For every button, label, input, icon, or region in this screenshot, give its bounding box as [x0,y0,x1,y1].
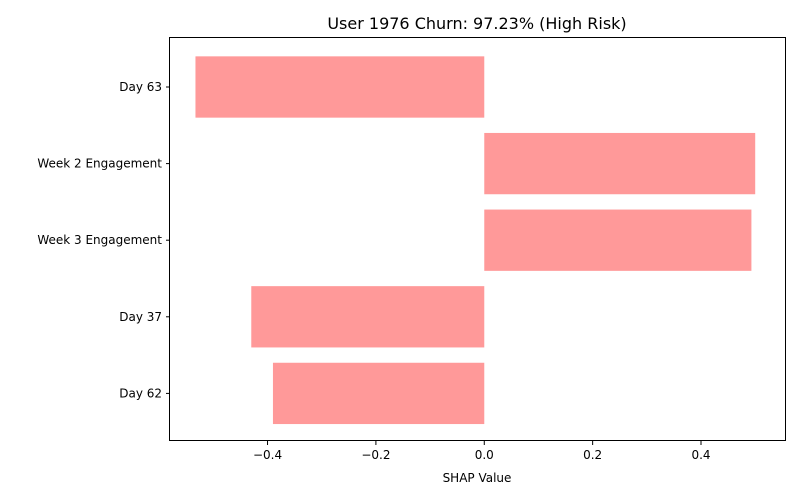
bar-day-63 [195,56,485,118]
plot-frame [169,37,786,441]
y-tick-label: Day 63 [119,80,162,94]
y-tick-label: Week 2 Engagement [37,157,162,171]
x-tick-label: 0.2 [583,448,602,462]
bar-day-37 [251,286,485,348]
y-axis: Day 63 Week 2 Engagement Week 3 Engagement… [37,80,170,400]
y-tick-label: Day 62 [119,386,162,400]
y-tick-label: Week 3 Engagement [37,233,162,247]
x-tick-label: −0.2 [361,448,390,462]
bar-day-62 [272,362,485,425]
chart-title: User 1976 Churn: 97.23% (High Risk) [327,14,626,33]
bar-week-3-engagement [484,209,752,271]
x-tick-label: −0.4 [253,448,282,462]
x-tick-label: 0.4 [691,448,710,462]
bars-layer [195,56,756,425]
x-tick-label: 0.0 [475,448,494,462]
x-axis: −0.4 −0.2 0.0 0.2 0.4 [253,441,711,462]
y-tick-label: Day 37 [119,310,162,324]
bar-week-2-engagement [484,132,756,195]
x-axis-label: SHAP Value [443,471,512,485]
